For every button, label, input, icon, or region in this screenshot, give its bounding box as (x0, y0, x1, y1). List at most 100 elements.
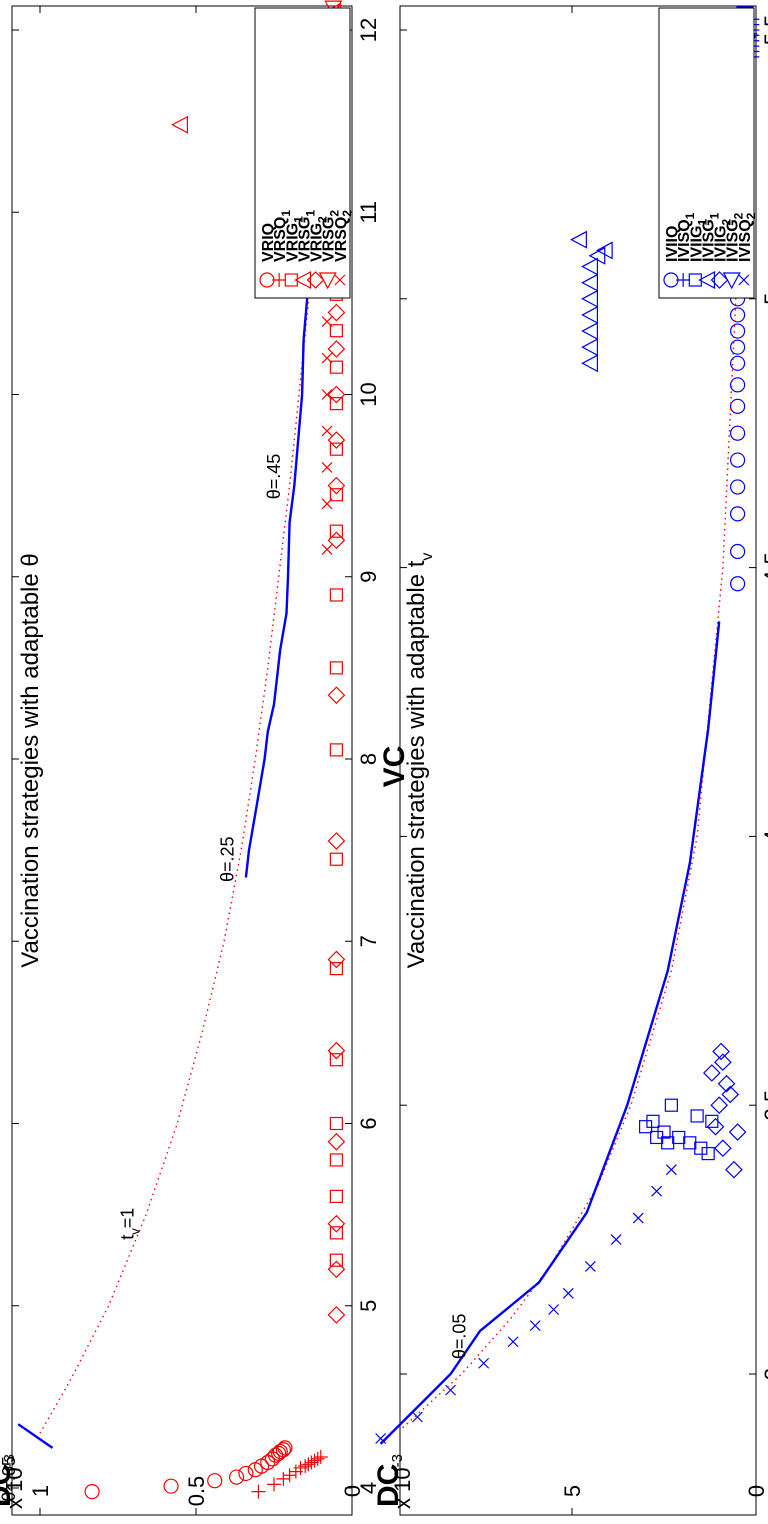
data-point (507, 1336, 519, 1348)
y-multiplier: x 10-3 (389, 1454, 415, 1509)
data-point (329, 524, 343, 538)
series-vrsq-1 (251, 1450, 328, 1499)
data-point (329, 360, 343, 374)
x-tick-label: 10 (356, 382, 381, 406)
data-point (702, 1064, 721, 1082)
data-point (581, 257, 599, 276)
series-iviiq (729, 275, 746, 592)
data-point (717, 1074, 736, 1093)
series-vriq (84, 1440, 293, 1500)
data-point (705, 1114, 719, 1128)
data-point (329, 1253, 343, 1267)
data-point (327, 832, 346, 850)
legend-label: VRIG1 (284, 216, 305, 262)
data-point (329, 1226, 343, 1240)
data-point (327, 531, 346, 550)
y-tick-label: 1 (28, 1485, 53, 1497)
legend-box (254, 7, 351, 299)
legend-label: IVISQ2 (737, 212, 758, 262)
legend-marker (738, 274, 750, 286)
data-point (282, 1468, 297, 1483)
data-point (327, 1306, 346, 1324)
data-point (207, 1473, 223, 1489)
legend-label: VRIG2 (309, 216, 330, 262)
data-point (327, 431, 346, 449)
trade-off-curve (379, 621, 721, 1445)
series-ivisq-2 (375, 1164, 677, 1444)
data-point (664, 1098, 678, 1112)
data-point (714, 1053, 732, 1072)
legend-item-ivisg-1: IVISG1 (698, 212, 721, 289)
data-point (163, 1478, 179, 1494)
data-point (327, 340, 346, 358)
data-point (729, 452, 746, 468)
data-point (729, 425, 746, 441)
data-point (581, 305, 599, 324)
x-tick-label: 5 (356, 1300, 381, 1312)
plot-frame (11, 5, 353, 1516)
data-point (276, 1471, 291, 1486)
legend-item-vrsq-2: VRSQ2 (333, 210, 354, 286)
legend-label: IVIIQ (664, 226, 681, 262)
series-ivisg-1 (570, 230, 613, 373)
legend-label: VRIQ (260, 223, 277, 262)
data-point (329, 661, 343, 675)
data-point (712, 1042, 730, 1061)
data-point (725, 1160, 743, 1179)
data-point (329, 1153, 343, 1167)
data-point (714, 1139, 732, 1158)
data-point (650, 1130, 664, 1145)
data-point (329, 961, 343, 976)
data-point (327, 950, 346, 969)
data-point (646, 1114, 660, 1128)
data-point (729, 576, 746, 592)
legend-marker (698, 271, 716, 289)
data-point (694, 1141, 708, 1155)
x-axis-label: VC (378, 746, 411, 788)
legend-marker (722, 272, 741, 290)
data-point (321, 461, 333, 473)
data-point (638, 1120, 653, 1134)
legend-item-vrig-2: VRIG2 (306, 216, 330, 289)
x-tick-label: 9 (356, 571, 381, 583)
series-iviig-2 (702, 1042, 747, 1179)
data-point (661, 1136, 675, 1150)
x-tick-label: 11 (356, 201, 381, 224)
annotation: θ=.45 (264, 454, 284, 500)
chart-title: Vaccination strategies with adaptable tv (403, 553, 436, 969)
legend-marker (334, 274, 346, 286)
data-point (321, 352, 333, 364)
x-tick-label: 4.5 (760, 552, 768, 583)
legend-label: IVISG2 (725, 212, 746, 262)
data-point (329, 852, 343, 866)
data-point (581, 354, 599, 373)
legend-marker (318, 272, 337, 290)
data-point (327, 385, 346, 404)
data-point (651, 1185, 663, 1197)
series-iviig-1 (638, 1098, 719, 1161)
data-point (610, 1234, 622, 1246)
data-point (683, 1136, 697, 1150)
legend-item-vrsg-2: VRSG2 (318, 210, 342, 290)
x-tick-label: 5.5 (760, 15, 768, 46)
data-point (321, 498, 333, 510)
data-point (729, 377, 746, 393)
data-point (304, 1455, 319, 1470)
data-point (329, 488, 343, 502)
legend-label: IVISQ1 (676, 212, 697, 262)
data-point (327, 1260, 346, 1279)
annotation: θ=.05 (449, 1314, 469, 1360)
data-point (298, 1459, 313, 1474)
data-point (657, 1125, 671, 1139)
data-point (321, 389, 333, 400)
data-point (327, 686, 346, 705)
data-point (329, 588, 343, 602)
data-point (672, 1130, 686, 1145)
reference-curve (402, 29, 744, 1429)
legend-item-iviig-1: IVIIG1 (688, 219, 709, 287)
data-point (327, 1041, 346, 1060)
data-point (310, 1451, 325, 1466)
